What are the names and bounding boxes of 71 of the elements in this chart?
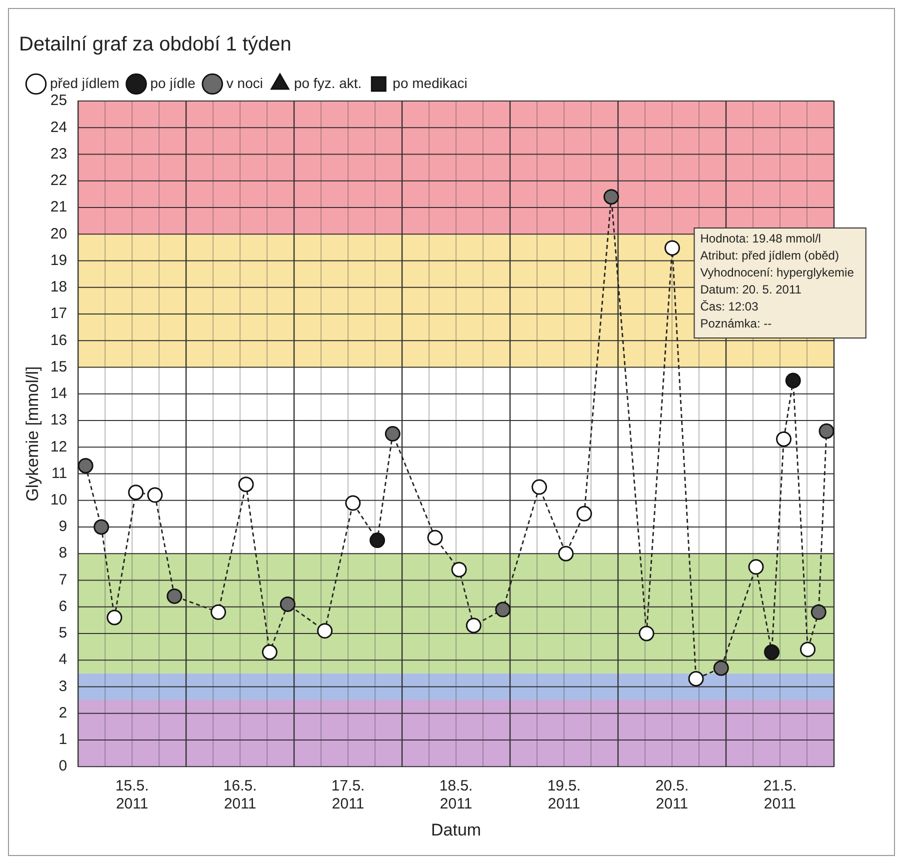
- point: [106, 610, 122, 626]
- y-tick-label: 21: [50, 198, 68, 216]
- point: [558, 546, 574, 562]
- legend-label: po medikaci: [392, 74, 468, 91]
- point: [78, 458, 94, 474]
- legend-label: po jídle: [150, 74, 196, 91]
- y-tick-label: 11: [52, 464, 68, 482]
- y-tick-label: 10: [50, 492, 68, 508]
- point: [280, 596, 296, 612]
- x-tick-label: 18.5. 2011: [439, 778, 473, 813]
- point: [166, 588, 182, 604]
- point: [210, 604, 226, 620]
- point: [785, 372, 801, 388]
- y-tick-label: 15: [50, 358, 68, 376]
- y-axis-title: Glykemie [mmol/l]: [22, 366, 42, 502]
- x-tick-label: 19.5. 2011: [547, 778, 581, 813]
- point: [818, 423, 834, 439]
- y-tick-label: 6: [58, 598, 68, 615]
- y-tick-label: 0: [58, 758, 68, 775]
- point: [317, 623, 333, 639]
- point: [604, 189, 620, 205]
- legend-label: před jídlem: [50, 74, 120, 91]
- y-tick-label: 17: [50, 305, 68, 322]
- y-tick-label: 14: [50, 385, 68, 402]
- y-tick-label: 4: [58, 651, 68, 668]
- y-tick-label: 24: [50, 118, 68, 136]
- point: [776, 431, 792, 447]
- point: [713, 660, 729, 676]
- chart-title: Detailní graf za období 1 týden: [19, 34, 292, 56]
- y-tick-label: 13: [50, 412, 68, 429]
- y-tick-label: 19: [50, 252, 68, 269]
- x-tick-label: 17.5. 2011: [331, 778, 365, 813]
- point: [466, 618, 482, 634]
- y-tick-label: 22: [50, 172, 68, 190]
- point: [495, 602, 511, 618]
- y-tick-label: 23: [50, 145, 68, 162]
- x-tick-label: 15.5. 2011: [115, 778, 149, 813]
- point: [638, 626, 654, 642]
- point: [800, 642, 816, 658]
- point: [688, 670, 704, 686]
- y-tick-label: 9: [58, 518, 68, 536]
- y-tick-label: 5: [58, 624, 68, 642]
- y-tick-label: 16: [50, 332, 68, 349]
- annotation: Hodnota: 19.48 mmol/l Atribut: před jídlem (oběd) Vyhodnocení: hyperglykemie Datum: 20. 5. 2011 Čas: 12:03 Poznámka: --: [700, 231, 854, 330]
- y-tick-label: 3: [58, 678, 68, 695]
- y-tick-label: 2: [58, 704, 68, 722]
- x-tick-label: 20.5. 2011: [655, 778, 689, 813]
- point: [147, 487, 163, 503]
- point: [94, 519, 110, 535]
- point: [370, 532, 386, 548]
- y-tick-label: 8: [58, 544, 68, 562]
- point: [764, 644, 780, 660]
- point: [262, 644, 278, 660]
- point: [384, 426, 400, 442]
- y-tick-label: 20: [50, 225, 68, 242]
- legend-label: po fyz. akt.: [294, 74, 362, 91]
- point: [345, 495, 361, 511]
- point: [664, 240, 680, 256]
- x-tick-label: 21.5. 2011: [763, 778, 797, 813]
- y-tick-label: 18: [50, 278, 68, 296]
- y-tick-label: 12: [50, 438, 68, 456]
- point: [748, 559, 764, 575]
- point: [451, 562, 467, 578]
- legend-label: v noci: [226, 74, 263, 91]
- point: [128, 484, 144, 500]
- y-tick-label: 1: [58, 731, 68, 748]
- point: [810, 604, 826, 620]
- x-axis-title: Datum: [431, 820, 482, 840]
- y-tick-label: 25: [50, 92, 68, 110]
- y-tick-label: 7: [58, 571, 68, 588]
- x-tick-label: 16.5. 2011: [223, 778, 257, 813]
